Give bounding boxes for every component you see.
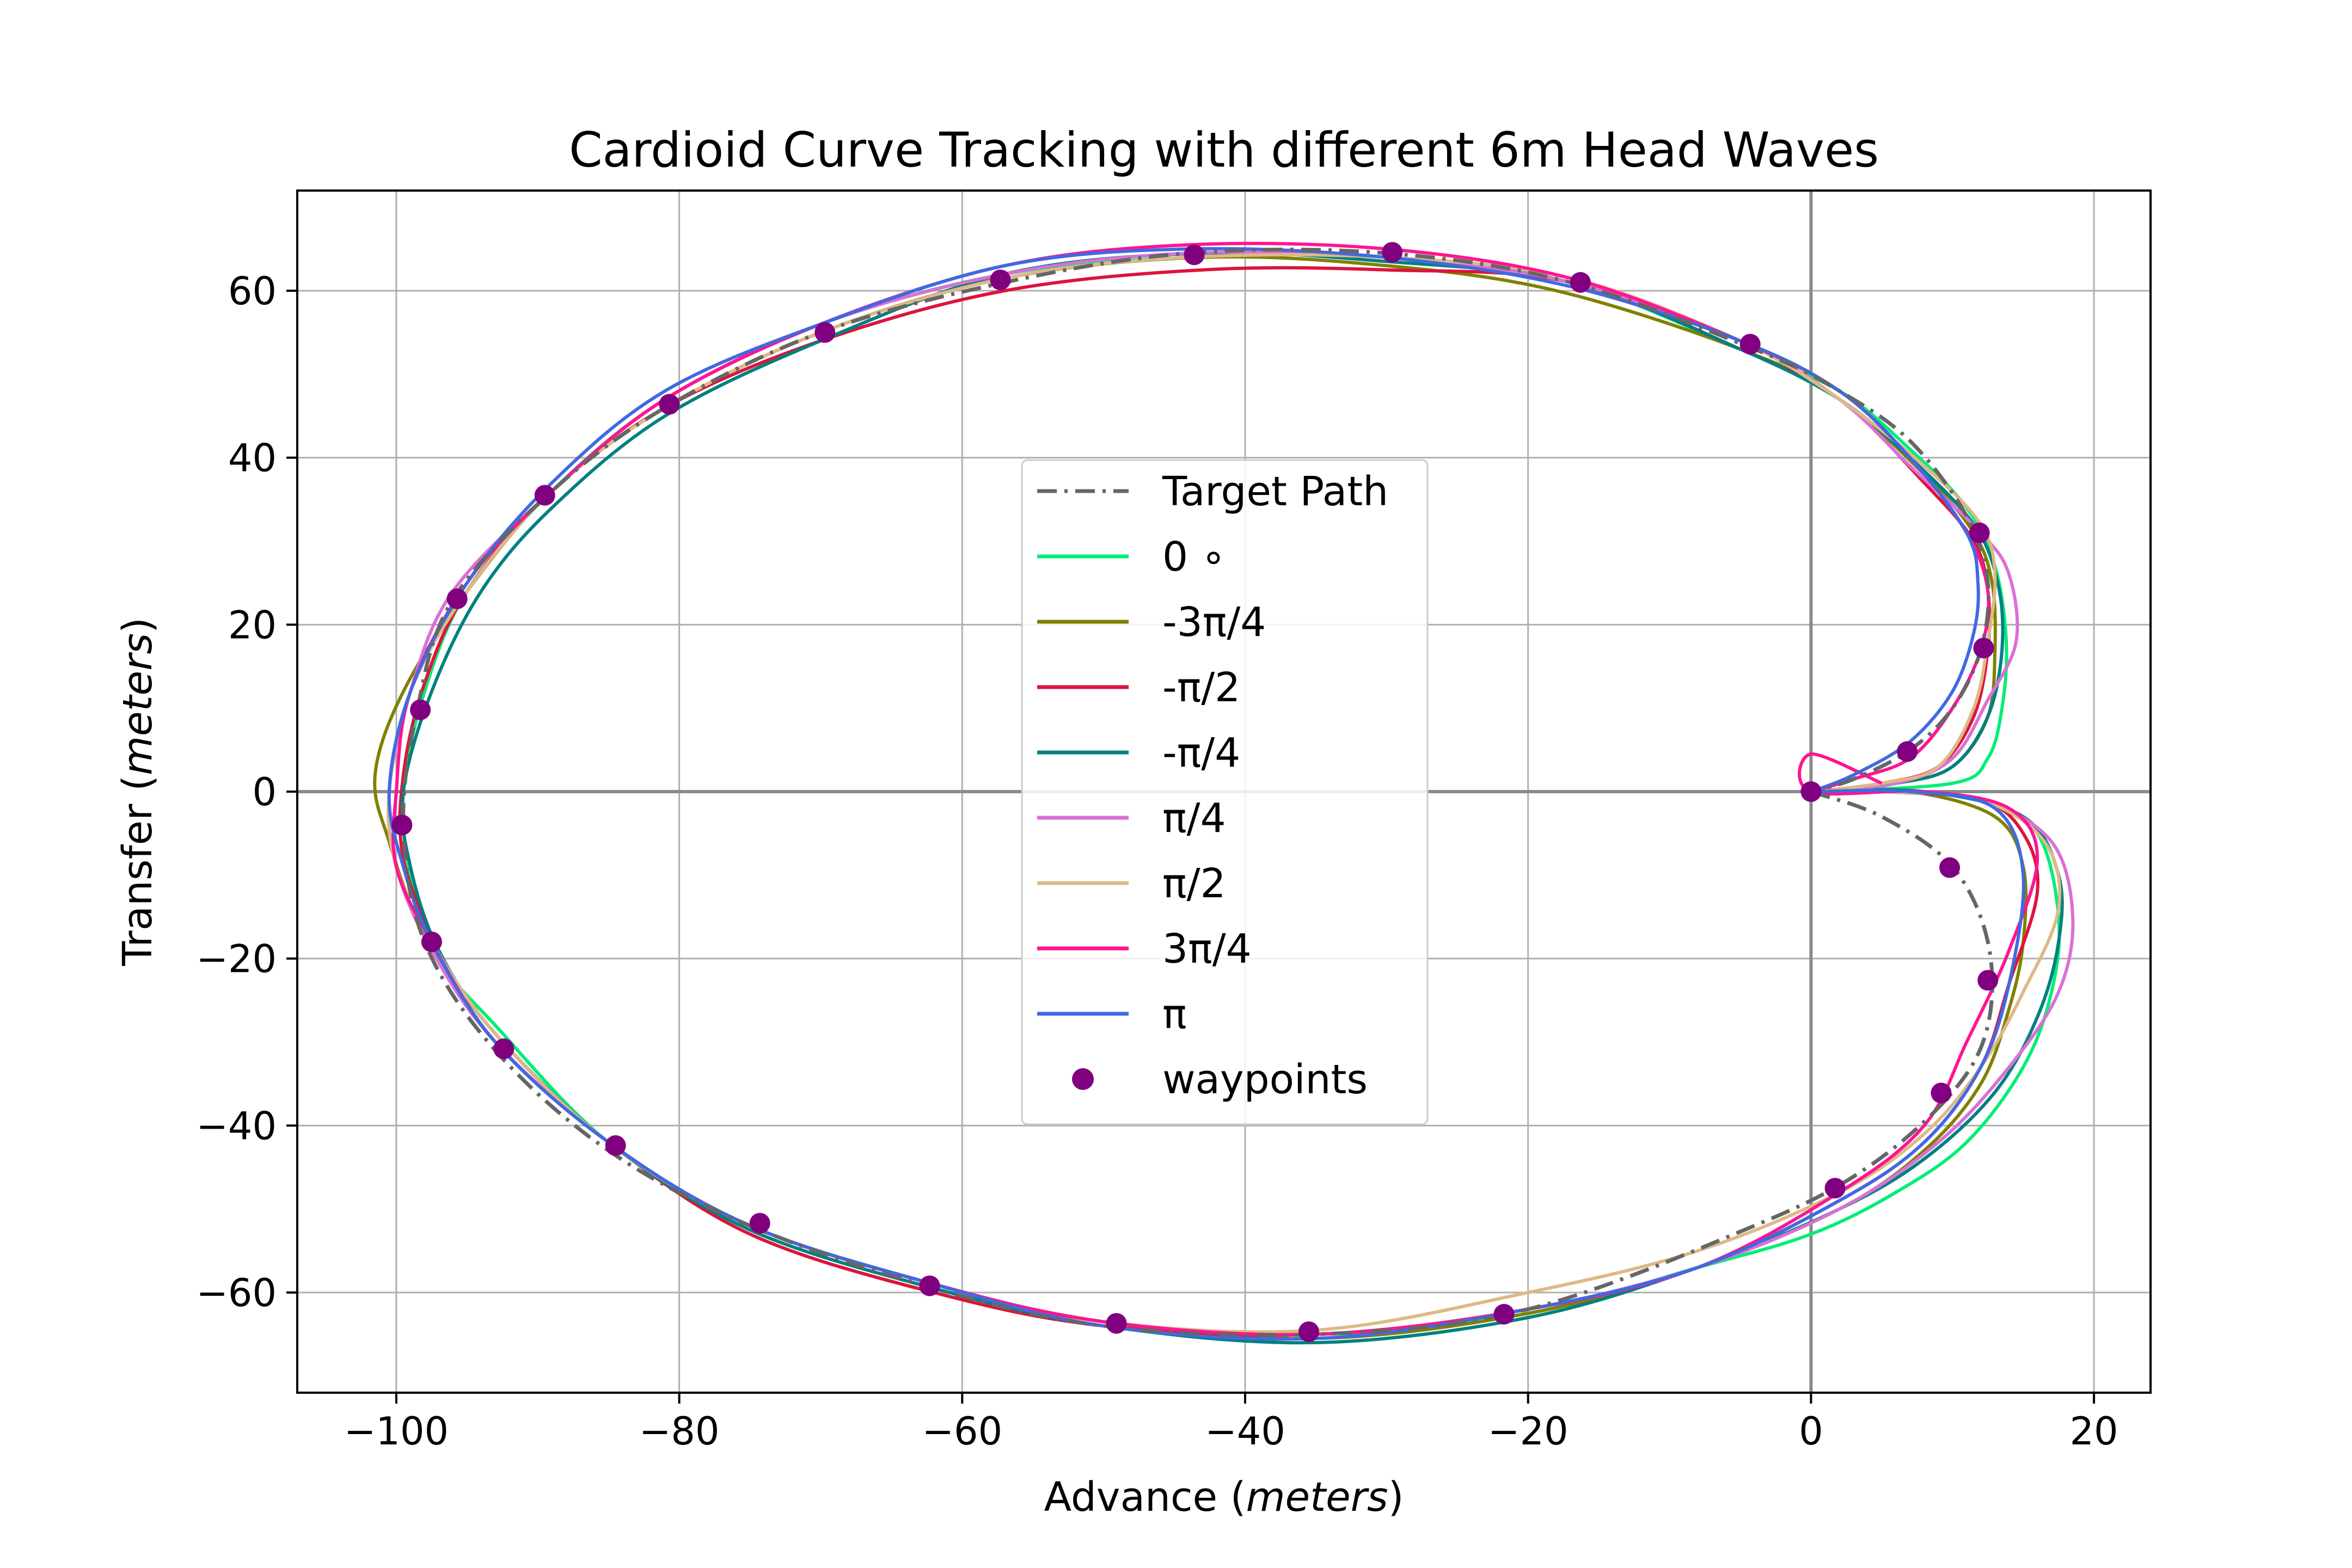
legend-entry-pi-4: π/4	[1037, 795, 1226, 842]
waypoint-marker	[990, 270, 1011, 291]
legend-entry-pi-2: -π/2	[1037, 664, 1240, 711]
legend-label: π	[1162, 991, 1187, 1038]
waypoint-marker	[919, 1275, 940, 1296]
legend-label: 0 ∘	[1162, 534, 1226, 580]
legend-box	[1021, 459, 1429, 1125]
waypoint-marker	[391, 814, 413, 836]
waypoint-marker	[1931, 1082, 1952, 1104]
waypoint-marker	[1977, 970, 1999, 991]
waypoint-marker	[1969, 522, 1990, 543]
waypoint-marker	[1184, 244, 1205, 266]
legend-label: -3π/4	[1162, 599, 1266, 646]
waypoint-layer	[391, 242, 1999, 1343]
chart-title: Cardioid Curve Tracking with different 6…	[569, 122, 1879, 178]
waypoint-marker	[410, 699, 431, 720]
x-tick-label: −80	[639, 1409, 720, 1454]
x-tick-label: −20	[1488, 1409, 1569, 1454]
y-tick-label: −60	[196, 1271, 277, 1315]
waypoint-marker	[659, 394, 680, 415]
waypoint-marker	[534, 485, 555, 506]
waypoint-marker	[605, 1135, 626, 1156]
x-ticks: −100 −80 −60 −40 −20 0 20	[344, 1393, 2118, 1454]
waypoint-marker	[814, 322, 836, 343]
legend-marker	[1072, 1068, 1094, 1090]
waypoint-marker	[1382, 242, 1403, 263]
legend-label: π/2	[1162, 860, 1226, 907]
legend-entry-pi: π	[1037, 991, 1187, 1038]
waypoint-marker	[1973, 638, 1994, 659]
x-tick-label: −100	[344, 1409, 449, 1454]
waypoint-marker	[749, 1212, 770, 1234]
waypoint-marker	[1493, 1303, 1515, 1325]
legend-entry-target-path: Target Path	[1037, 468, 1388, 515]
legend-entry-pi-2: π/2	[1037, 860, 1226, 907]
legend-label: Target Path	[1162, 468, 1388, 515]
waypoint-marker	[1106, 1313, 1127, 1334]
waypoint-marker	[1739, 334, 1761, 355]
legend-entry-0-deg: 0 ∘	[1037, 534, 1226, 580]
legend-label: -π/2	[1162, 664, 1240, 711]
legend-label: π/4	[1162, 795, 1226, 842]
x-tick-label: 0	[1799, 1409, 1823, 1454]
y-axis-label: Transfer (meters)	[114, 617, 161, 966]
waypoint-marker	[1897, 741, 1918, 762]
y-tick-label: 0	[252, 770, 277, 814]
x-tick-label: −60	[922, 1409, 1002, 1454]
waypoint-marker	[1298, 1321, 1319, 1343]
waypoint-marker	[421, 932, 442, 952]
waypoint-marker	[446, 588, 468, 609]
y-tick-label: −40	[196, 1104, 277, 1148]
legend-entry-waypoints: waypoints	[1072, 1056, 1368, 1103]
x-tick-label: 20	[2070, 1409, 2118, 1454]
legend-label: waypoints	[1162, 1056, 1368, 1103]
legend-entry-3pi-4: 3π/4	[1037, 926, 1252, 972]
legend-label: 3π/4	[1162, 926, 1252, 972]
x-axis-label: Advance (meters)	[1044, 1474, 1404, 1521]
y-tick-label: −20	[196, 937, 277, 982]
waypoint-marker	[1939, 857, 1961, 878]
y-tick-label: 20	[228, 603, 277, 647]
y-tick-label: 40	[228, 436, 277, 481]
x-tick-label: −40	[1205, 1409, 1285, 1454]
legend: Target Path 0 ∘ -3π/4 -π/2 -π/4 π/4 π/2 3π/4 π wa…	[1021, 459, 1429, 1125]
series-line-pi	[387, 247, 2025, 1341]
waypoint-marker	[1800, 781, 1822, 802]
waypoint-marker	[493, 1038, 514, 1059]
waypoint-marker	[1824, 1178, 1846, 1199]
legend-entries: Target Path 0 ∘ -3π/4 -π/2 -π/4 π/4 π/2 3π/4 π wa…	[1037, 468, 1388, 1103]
waypoint-marker	[1570, 272, 1591, 293]
y-ticks: −60 −40 −20 0 20 40 60	[196, 269, 297, 1315]
legend-label: -π/4	[1162, 730, 1240, 776]
legend-entry-3pi-4: -3π/4	[1037, 599, 1266, 646]
y-tick-label: 60	[228, 269, 277, 314]
legend-entry-pi-4: -π/4	[1037, 730, 1240, 776]
